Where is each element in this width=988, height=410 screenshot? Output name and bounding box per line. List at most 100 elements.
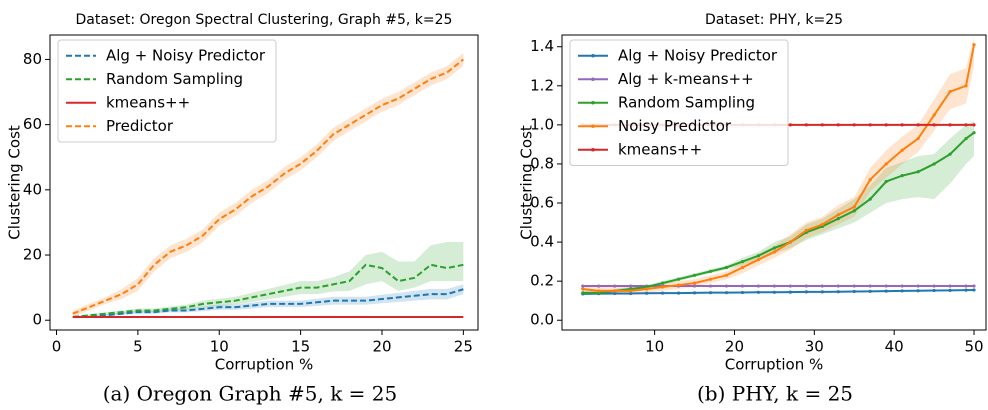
point bbox=[836, 290, 840, 294]
series-line bbox=[582, 131, 975, 294]
point bbox=[884, 284, 888, 288]
point bbox=[661, 291, 665, 295]
x-tick-label: 40 bbox=[885, 338, 904, 356]
point bbox=[756, 290, 761, 294]
series-line bbox=[582, 44, 976, 292]
legend-marker bbox=[591, 53, 595, 58]
point bbox=[964, 84, 968, 88]
point bbox=[972, 284, 976, 288]
point bbox=[868, 284, 872, 288]
legend-label: Alg + k-means++ bbox=[618, 70, 754, 88]
y-tick-label: 40 bbox=[23, 180, 42, 198]
x-tick-label: 10 bbox=[645, 338, 664, 356]
point bbox=[613, 284, 617, 288]
y-tick-label: 0 bbox=[32, 311, 42, 329]
y-tick-label: 60 bbox=[23, 115, 42, 133]
point bbox=[884, 123, 888, 127]
legend-label: Alg + Noisy Predictor bbox=[106, 46, 266, 64]
point bbox=[788, 240, 792, 244]
point bbox=[964, 123, 968, 127]
point bbox=[804, 284, 808, 288]
legend-marker bbox=[591, 100, 595, 105]
point bbox=[756, 284, 761, 288]
y-tick-label: 0.4 bbox=[530, 233, 554, 251]
point bbox=[948, 90, 952, 94]
point bbox=[836, 284, 840, 288]
point bbox=[868, 197, 872, 201]
point bbox=[740, 290, 745, 295]
x-tick-label: 15 bbox=[291, 338, 310, 356]
point bbox=[613, 289, 617, 293]
point bbox=[788, 290, 792, 294]
point bbox=[708, 269, 713, 273]
point bbox=[724, 284, 729, 288]
point bbox=[708, 291, 713, 295]
point bbox=[820, 284, 824, 288]
point bbox=[740, 265, 745, 270]
point bbox=[581, 287, 585, 291]
point bbox=[692, 291, 697, 295]
y-axis-label: Clustering Cost bbox=[6, 125, 24, 240]
point bbox=[932, 113, 936, 117]
confidence-band bbox=[72, 284, 464, 318]
point bbox=[884, 162, 888, 166]
point bbox=[836, 217, 840, 221]
x-tick-label: 20 bbox=[725, 338, 744, 356]
point bbox=[852, 209, 856, 213]
x-axis-label: Corruption % bbox=[215, 356, 314, 374]
y-tick-label: 0.8 bbox=[530, 154, 554, 172]
point bbox=[932, 123, 936, 127]
point bbox=[900, 289, 904, 293]
legend-label: Predictor bbox=[106, 117, 174, 135]
point bbox=[645, 291, 649, 295]
point bbox=[740, 284, 745, 288]
point bbox=[676, 277, 681, 281]
point bbox=[788, 284, 792, 288]
series-line bbox=[72, 288, 464, 318]
x-tick-label: 25 bbox=[454, 338, 473, 356]
point bbox=[916, 136, 920, 141]
point bbox=[613, 291, 617, 296]
y-tick-label: 80 bbox=[23, 50, 42, 68]
legend-marker bbox=[591, 124, 595, 129]
point bbox=[972, 43, 976, 47]
legend-marker bbox=[591, 77, 595, 82]
y-tick-label: 0.6 bbox=[530, 194, 554, 212]
point bbox=[884, 289, 888, 293]
point bbox=[772, 250, 776, 254]
point bbox=[724, 291, 729, 295]
point bbox=[756, 254, 761, 258]
series-line bbox=[72, 58, 464, 315]
point bbox=[852, 205, 856, 209]
series-line bbox=[582, 288, 975, 295]
x-tick-label: 30 bbox=[805, 338, 824, 356]
point bbox=[900, 174, 904, 178]
point bbox=[868, 123, 872, 127]
legend-label: Random Sampling bbox=[106, 70, 243, 88]
point bbox=[916, 284, 920, 288]
caption: (b) PHY, k = 25 bbox=[697, 382, 853, 406]
confidence-band bbox=[72, 241, 464, 318]
point bbox=[661, 281, 665, 285]
chart-title: Dataset: PHY, k=25 bbox=[705, 12, 843, 28]
point bbox=[972, 123, 976, 127]
point bbox=[804, 290, 808, 294]
point bbox=[868, 177, 872, 182]
y-tick-label: 20 bbox=[23, 246, 42, 264]
point bbox=[645, 287, 649, 291]
point bbox=[820, 290, 824, 294]
plot-frame bbox=[561, 34, 987, 331]
x-axis-label: Corruption % bbox=[725, 356, 824, 374]
point bbox=[629, 291, 633, 296]
point bbox=[948, 152, 952, 156]
point bbox=[629, 289, 633, 293]
caption: (a) Oregon Graph #5, k = 25 bbox=[103, 382, 398, 406]
y-tick-label: 1.2 bbox=[530, 76, 554, 94]
point bbox=[836, 213, 840, 217]
point bbox=[756, 258, 761, 262]
point bbox=[852, 123, 856, 127]
point bbox=[900, 284, 904, 288]
chart-title: Dataset: Oregon Spectral Clustering, Gra… bbox=[76, 12, 453, 28]
x-tick-label: 5 bbox=[133, 338, 143, 356]
